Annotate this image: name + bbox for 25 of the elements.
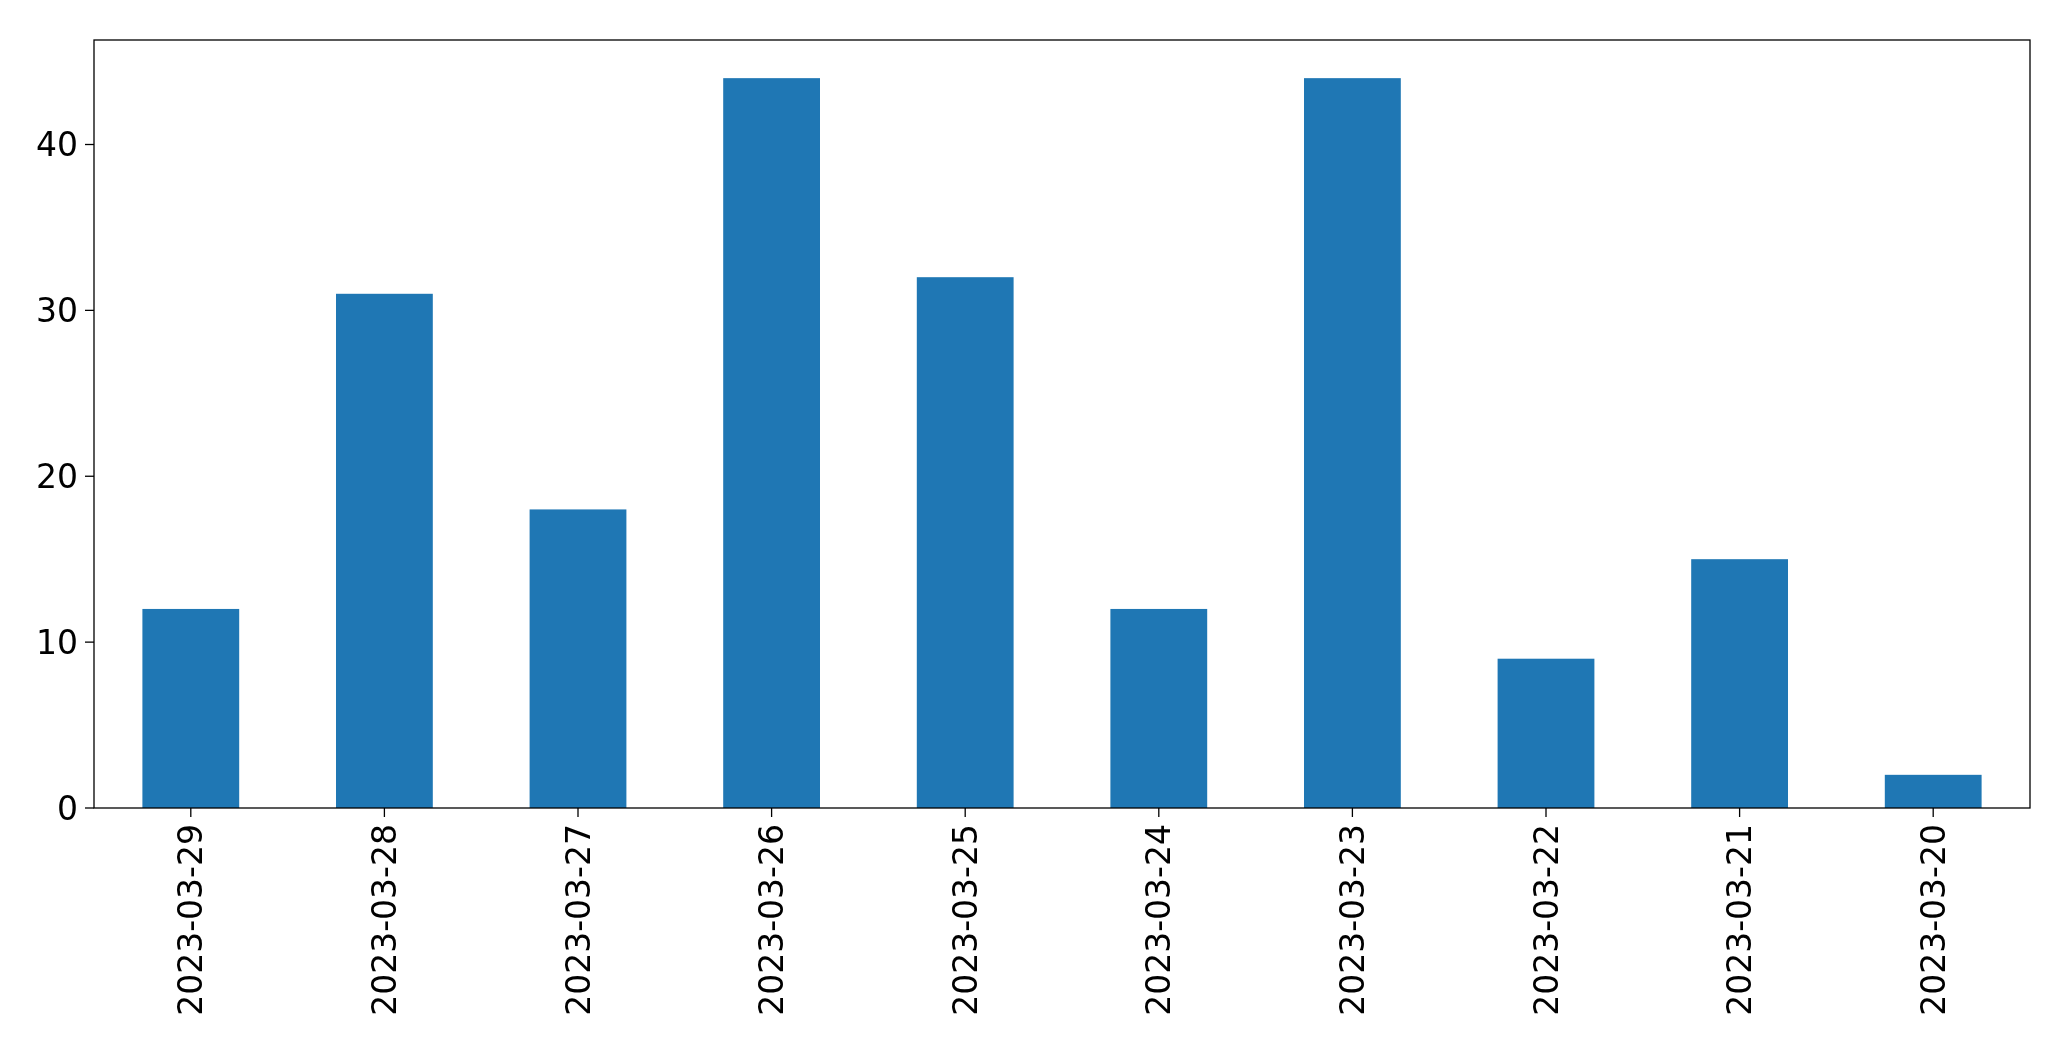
bar xyxy=(336,293,433,808)
x-tick-label: 2023-03-24 xyxy=(1139,824,1179,1016)
bar xyxy=(1110,608,1208,808)
bar xyxy=(529,509,627,808)
y-tick-label: 0 xyxy=(57,788,78,828)
bar xyxy=(1691,559,1788,808)
x-tick-label: 2023-03-23 xyxy=(1332,824,1372,1016)
x-tick-label: 2023-03-28 xyxy=(364,824,404,1016)
y-tick-label: 10 xyxy=(36,622,78,662)
bar xyxy=(142,608,240,808)
y-tick-label: 20 xyxy=(36,456,78,496)
bar xyxy=(1884,774,1982,808)
y-tick-label: 30 xyxy=(36,290,78,330)
y-tick-label: 40 xyxy=(36,125,78,165)
x-tick-label: 2023-03-22 xyxy=(1526,824,1566,1016)
x-tick-label: 2023-03-27 xyxy=(558,824,598,1016)
x-tick-label: 2023-03-29 xyxy=(171,824,211,1016)
x-tick-label: 2023-03-21 xyxy=(1720,824,1760,1016)
bar xyxy=(723,78,820,808)
x-tick-label: 2023-03-26 xyxy=(752,824,792,1016)
bar xyxy=(1304,78,1401,808)
x-tick-label: 2023-03-20 xyxy=(1913,824,1953,1016)
bar xyxy=(1497,658,1595,808)
bar xyxy=(916,277,1014,808)
x-tick-label: 2023-03-25 xyxy=(945,824,985,1016)
